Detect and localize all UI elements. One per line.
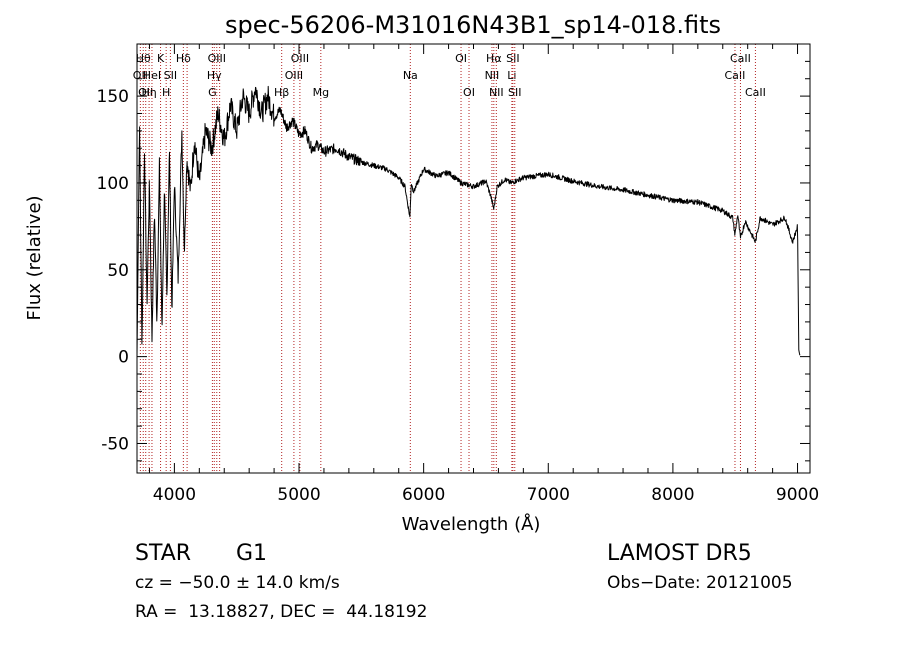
line-marker-label: G <box>208 86 217 99</box>
line-marker-label: NII <box>489 86 504 99</box>
obs-date: Obs−Date: 20121005 <box>607 573 793 593</box>
line-marker-label: H <box>162 86 170 99</box>
line-marker-label: CaII <box>730 52 751 65</box>
line-marker-label: Na <box>403 69 418 82</box>
x-tick-label: 8000 <box>651 485 694 505</box>
line-marker-label: SII <box>506 52 519 65</box>
line-marker-label: Hδ <box>176 52 191 65</box>
line-marker-label: NII <box>485 69 500 82</box>
line-marker-label: CaII <box>745 86 766 99</box>
y-tick-label: 50 <box>107 261 129 281</box>
y-axis: -50 0 50 100 150 <box>97 60 810 462</box>
x-tick-label: 6000 <box>402 485 445 505</box>
line-marker-label: OIII <box>285 69 303 82</box>
line-marker-label: SII <box>508 86 521 99</box>
line-marker-label: HeI <box>143 69 161 82</box>
object-subclass: G1 <box>236 541 268 566</box>
line-marker-label: Mg <box>313 86 329 99</box>
line-marker-label: Hα <box>486 52 502 65</box>
y-tick-label: 0 <box>118 348 129 368</box>
line-marker-label: OIII <box>291 52 309 65</box>
spectrum-series <box>136 85 801 357</box>
line-markers: OIIHθOIIHηHeIKHSIIHδGHγOIIIHβOIIIOIIIMgN… <box>133 44 766 473</box>
y-tick-label: 100 <box>97 174 129 194</box>
object-class: STAR <box>135 541 192 566</box>
line-marker-label: SII <box>164 69 177 82</box>
x-tick-label: 5000 <box>277 485 320 505</box>
x-tick-label: 4000 <box>153 485 196 505</box>
chart-title: spec-56206-M31016N43B1_sp14-018.fits <box>225 11 721 39</box>
line-marker-label: K <box>157 52 165 65</box>
line-marker-label: Hγ <box>207 69 222 82</box>
line-marker-label: CaII <box>725 69 746 82</box>
y-tick-label: -50 <box>101 434 129 454</box>
cz-velocity: cz = −50.0 ± 14.0 km/s <box>135 573 340 593</box>
coordinates: RA = 13.18827, DEC = 44.18192 <box>135 602 428 622</box>
survey-name: LAMOST DR5 <box>607 541 752 566</box>
line-marker-label: OIII <box>208 52 226 65</box>
x-tick-label: 9000 <box>776 485 819 505</box>
line-marker-label: Hβ <box>274 86 289 99</box>
y-axis-label: Flux (relative) <box>24 195 45 320</box>
x-axis-label: Wavelength (Å) <box>402 513 541 535</box>
line-marker-label: Li <box>507 69 516 82</box>
spectrum-line <box>136 85 801 357</box>
line-marker-label: Hη <box>141 86 156 99</box>
y-tick-label: 150 <box>97 87 129 107</box>
plot-frame <box>136 43 811 474</box>
x-tick-label: 7000 <box>527 485 570 505</box>
line-marker-label: OI <box>463 86 475 99</box>
line-marker-label: OI <box>455 52 467 65</box>
x-axis: 4000 5000 6000 7000 8000 9000 <box>148 44 819 505</box>
